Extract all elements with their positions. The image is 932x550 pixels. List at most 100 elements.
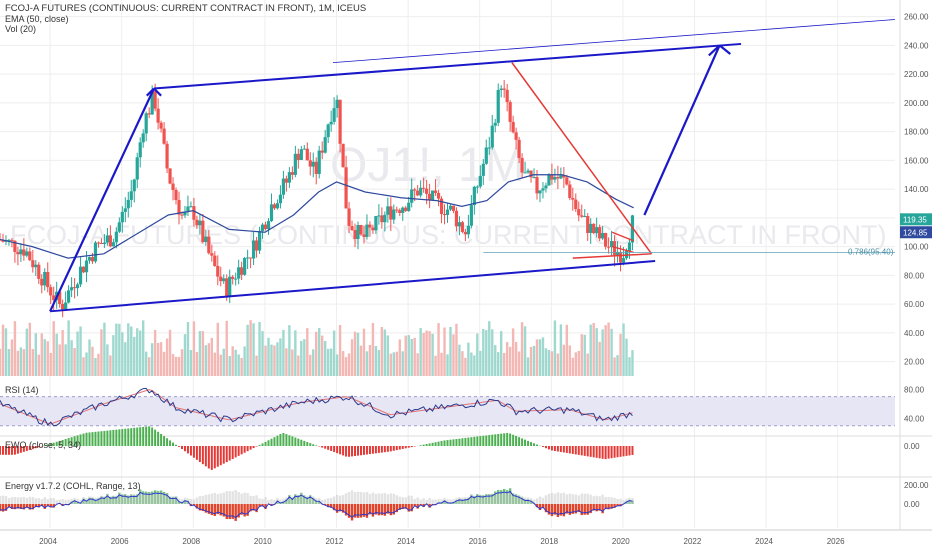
energy-range-bar <box>25 497 29 504</box>
volume-bar <box>10 339 14 376</box>
candle-body <box>401 207 405 213</box>
energy-range-bar <box>356 491 360 504</box>
ewo-bar <box>180 446 183 450</box>
volume-bar <box>249 320 252 376</box>
volume-bar <box>153 329 157 376</box>
energy-bar <box>329 504 333 508</box>
volume-bar <box>541 337 545 376</box>
channel-upper-thin <box>332 19 896 64</box>
energy-range-bar <box>61 499 64 504</box>
ewo-bar <box>106 430 109 446</box>
candle-body <box>22 249 26 256</box>
energy-range-bar <box>422 498 425 504</box>
candle-body <box>278 194 283 204</box>
candle-body <box>559 175 563 179</box>
volume-bar <box>273 345 276 376</box>
volume-bar <box>335 354 339 376</box>
ewo-bar <box>377 446 380 453</box>
energy-range-bar <box>413 498 416 504</box>
ema-legend: EMA (50, close) <box>5 14 69 24</box>
energy-range-bar <box>139 491 142 504</box>
ewo-bar <box>333 446 336 453</box>
energy-range-bar <box>434 499 437 504</box>
energy-range-bar <box>467 496 470 504</box>
ewo-bar <box>345 446 348 457</box>
ewo-bar <box>553 446 556 451</box>
energy-range-bar <box>270 499 273 504</box>
energy-range-bar <box>180 499 184 504</box>
energy-bar <box>10 504 14 510</box>
volume-bar <box>106 344 109 376</box>
volume-bar <box>389 353 393 376</box>
volume-bar <box>601 329 604 376</box>
ewo-bar <box>461 438 464 446</box>
energy-range-bar <box>222 492 225 504</box>
volume-bar <box>97 353 100 376</box>
energy-bar <box>568 504 572 515</box>
rsi-line <box>0 387 633 427</box>
ewo-bar <box>536 444 538 446</box>
ema-price-tag: 124.85 <box>903 228 928 237</box>
volume-bar <box>323 340 327 376</box>
volume-bar <box>467 342 470 376</box>
volume-bar <box>34 333 37 376</box>
energy-bar <box>577 504 580 513</box>
candle-body <box>511 121 515 133</box>
volume-bars <box>0 320 634 376</box>
ewo-bar <box>10 446 13 455</box>
energy-range-bar <box>303 494 306 504</box>
energy-bar <box>7 504 11 508</box>
candle-body <box>46 271 50 288</box>
energy-bar <box>547 504 551 515</box>
candle-body <box>469 205 473 226</box>
volume-bar <box>79 326 82 376</box>
energy-range-bar <box>329 497 333 504</box>
energy-range-bar <box>273 499 276 504</box>
volume-bar <box>49 352 52 376</box>
energy-range-bar <box>109 495 112 504</box>
candle-body <box>541 188 545 191</box>
ewo-bar <box>371 446 374 454</box>
energy-range-bar <box>10 497 14 504</box>
energy-range-bar <box>344 493 348 504</box>
volume-bar <box>353 331 357 376</box>
volume-bar <box>440 352 443 376</box>
ewo-bar <box>130 428 133 446</box>
candle-body <box>10 239 14 241</box>
candle-body <box>272 204 277 209</box>
ewo-bar <box>524 439 527 446</box>
volume-bar <box>571 357 574 376</box>
ewo-bar <box>619 446 622 457</box>
ewo-bar <box>586 446 589 457</box>
ewo-bar <box>571 446 574 454</box>
volume-bar <box>458 344 461 376</box>
energy-range-bar <box>362 492 366 504</box>
candle-body <box>428 193 432 200</box>
energy-range-bar <box>118 493 121 504</box>
candle-body <box>338 99 342 144</box>
ewo-bar <box>610 446 613 459</box>
ewo-bar <box>583 446 586 456</box>
volume-bar <box>225 320 228 376</box>
y-tick-label: 180.00 <box>904 128 929 137</box>
y-tick-label: 80.00 <box>904 271 925 280</box>
volume-bar <box>380 327 384 376</box>
energy-range-bar <box>43 497 46 504</box>
fib-label: 0.786(95.40) <box>848 247 894 256</box>
candle-body <box>72 287 77 289</box>
volume-bar <box>371 322 375 376</box>
volume-bar <box>511 328 515 376</box>
energy-range-bar <box>156 492 160 504</box>
candle-body <box>168 168 172 184</box>
volume-bar <box>523 326 527 376</box>
energy-bar <box>52 504 55 508</box>
ewo-bar <box>109 430 112 446</box>
energy-range-bar <box>538 496 542 504</box>
volume-bar <box>610 328 613 376</box>
volume-bar <box>607 322 610 376</box>
candle-body <box>460 222 465 232</box>
ewo-bar <box>225 446 228 463</box>
ewo-bar <box>82 433 85 446</box>
candle-body <box>574 199 578 210</box>
